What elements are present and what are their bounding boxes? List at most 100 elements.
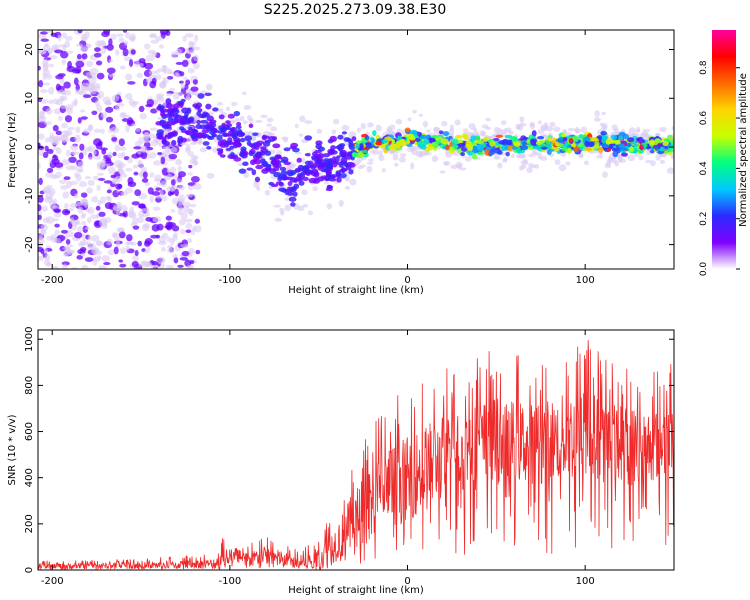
spectrogram-point <box>120 204 128 212</box>
spectrogram-point <box>369 150 376 154</box>
spectrogram-point <box>100 128 105 134</box>
spectrogram-point <box>67 250 75 255</box>
spectrogram-point <box>51 158 60 165</box>
spectrogram-point <box>468 122 476 130</box>
spectrogram-point <box>488 151 495 155</box>
spectrogram-point <box>567 148 573 154</box>
spectrogram-point <box>157 134 163 140</box>
spectrogram-point <box>349 178 357 186</box>
spectrogram-point <box>86 187 93 194</box>
spectrogram-point <box>287 186 293 190</box>
spectrogram-point <box>96 72 105 80</box>
colorbar: 0.0 0.2 0.4 0.6 0.8 Normalized spectral ampl… <box>699 30 749 276</box>
spectrogram-point <box>528 146 534 151</box>
spectrogram-point <box>44 197 53 204</box>
spectrogram-point <box>304 135 313 141</box>
spectrogram-point <box>129 33 136 41</box>
spectrogram-point <box>93 128 102 133</box>
spectrogram-point <box>159 120 167 125</box>
spectrogram-point <box>278 181 284 187</box>
spectrogram-point <box>187 150 194 157</box>
spectrogram-point <box>528 153 535 158</box>
spectrogram-point <box>131 100 137 108</box>
spectrogram-point <box>126 234 133 242</box>
spectrogram-point <box>477 145 484 152</box>
spectrogram-point <box>178 218 186 226</box>
spectrogram-point <box>161 79 170 83</box>
spectrogram-point <box>324 181 329 185</box>
spectrogram-point <box>133 146 142 150</box>
spectrogram-point <box>431 155 439 163</box>
spectrogram-point <box>229 145 235 150</box>
colorbar-gradient <box>712 30 736 269</box>
spectrogram-point <box>115 49 120 56</box>
spectrogram-point <box>537 120 542 125</box>
spectrogram-point <box>355 143 360 149</box>
spectrogram-point <box>398 156 406 163</box>
spectrogram-point <box>89 87 98 95</box>
spectrogram-point <box>160 111 166 117</box>
spectrogram-point <box>170 51 178 58</box>
spectrogram-point <box>583 160 590 166</box>
spectrogram-point <box>195 249 201 255</box>
spectrogram-point <box>513 142 521 147</box>
spectrogram-point <box>123 40 129 46</box>
spectrogram-point <box>45 216 55 224</box>
spectrogram-point <box>84 257 94 262</box>
spectrogram-point <box>65 36 73 42</box>
spectrogram-point <box>120 191 128 197</box>
spectrogram-point <box>131 153 140 159</box>
spectrogram-point <box>555 138 563 143</box>
spectrogram-point <box>170 208 176 213</box>
spectrogram-point <box>95 142 103 150</box>
spectrogram-point <box>606 159 611 167</box>
spectrogram-point <box>60 134 69 143</box>
spectrogram-point <box>138 136 146 144</box>
spectrogram-point <box>95 205 101 211</box>
spectrogram-point <box>182 35 187 42</box>
spectrogram-point <box>256 186 261 192</box>
spectrogram-point <box>100 47 107 54</box>
spectrogram-point <box>65 244 74 248</box>
spectrogram-point <box>338 199 344 207</box>
spectrogram-point <box>64 104 74 111</box>
spectrogram-point <box>70 144 78 151</box>
spectrogram-point <box>63 81 71 89</box>
spectrogram-y-axis-label: Frequency (Hz) <box>7 112 18 188</box>
spectrogram-point <box>168 153 178 160</box>
spectrogram-point <box>97 199 102 206</box>
spectrogram-point <box>62 263 68 269</box>
spectrogram-point <box>121 118 129 122</box>
colorbar-ticks: 0.0 0.2 0.4 0.6 0.8 <box>699 60 740 276</box>
spectrogram-point <box>148 34 157 39</box>
spectrogram-point <box>58 179 67 184</box>
spectrogram-point <box>161 246 166 252</box>
spectrogram-point <box>238 168 247 174</box>
spectrogram-point <box>271 159 278 166</box>
spectrogram-point <box>80 109 86 113</box>
spectrogram-point <box>287 171 295 176</box>
spectrogram-point <box>128 59 134 67</box>
spectrogram-point <box>375 140 383 146</box>
spectrogram-point <box>635 137 642 142</box>
spectrogram-point <box>489 141 496 147</box>
spectrogram-point <box>366 161 374 165</box>
spectrogram-point <box>359 164 367 168</box>
spectrogram-point <box>80 192 88 198</box>
spectrogram-point <box>172 253 178 259</box>
spectrogram-point <box>132 225 140 230</box>
spectrogram-point <box>113 246 119 255</box>
spectrogram-point <box>601 111 606 116</box>
spectrogram-point <box>66 149 71 157</box>
spectrogram-point <box>503 157 508 162</box>
spectrogram-point <box>395 118 403 125</box>
spectrogram-point <box>98 264 107 269</box>
spectrogram-point <box>42 68 50 77</box>
spectrogram-point <box>324 163 333 169</box>
spectrogram-point <box>105 195 111 201</box>
spectrogram-point <box>566 135 572 139</box>
spectrogram-point <box>44 254 51 262</box>
spectrogram-point <box>601 137 607 144</box>
spectrogram-point <box>158 93 165 98</box>
spectrogram-point <box>144 62 154 70</box>
